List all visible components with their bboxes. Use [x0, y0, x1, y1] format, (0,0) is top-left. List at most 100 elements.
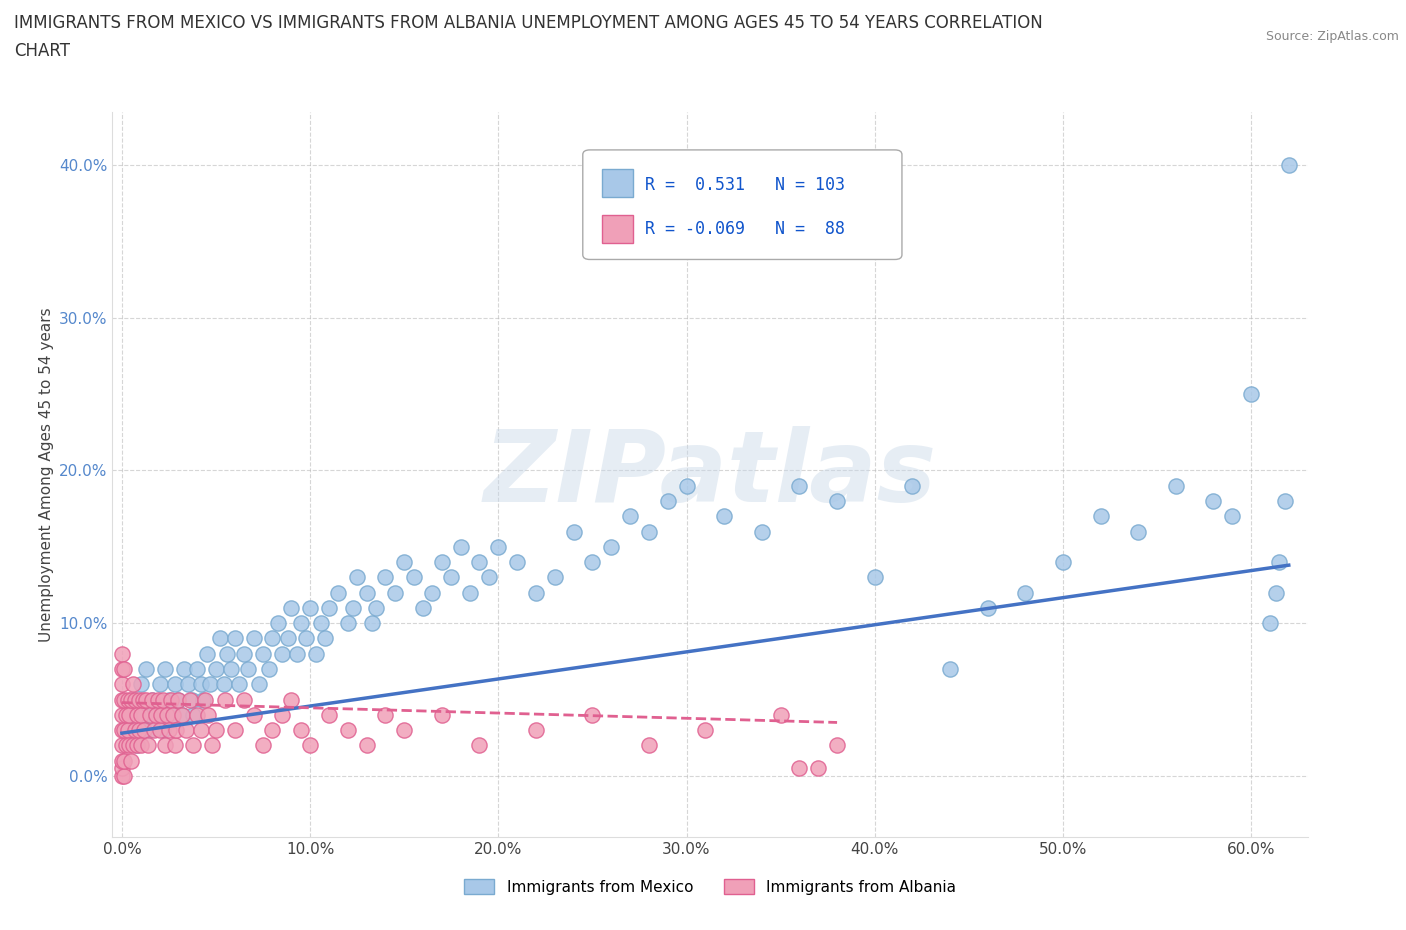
Text: R =  0.531   N = 103: R = 0.531 N = 103: [645, 176, 845, 193]
Point: [412, 601, 434, 616]
Point: [112, 661, 135, 676]
Point: [247, 677, 270, 692]
Point: [581, 554, 603, 569]
Point: [1220, 509, 1243, 524]
Point: [236, 661, 259, 676]
Point: [637, 737, 659, 752]
Point: [318, 601, 340, 616]
Point: [430, 708, 453, 723]
Point: [219, 661, 242, 676]
Point: [619, 509, 641, 524]
Point: [112, 692, 135, 707]
Point: [270, 646, 292, 661]
Point: [112, 723, 135, 737]
Point: [242, 708, 264, 723]
Point: [342, 601, 364, 616]
Point: [1274, 494, 1296, 509]
Point: [156, 708, 179, 723]
Point: [186, 661, 208, 676]
Point: [290, 616, 312, 631]
Text: ZIPatlas: ZIPatlas: [484, 426, 936, 523]
Point: [157, 723, 180, 737]
Point: [111, 646, 134, 661]
Point: [120, 692, 142, 707]
Text: IMMIGRANTS FROM MEXICO VS IMMIGRANTS FROM ALBANIA UNEMPLOYMENT AMONG AGES 45 TO : IMMIGRANTS FROM MEXICO VS IMMIGRANTS FRO…: [14, 14, 1043, 32]
Point: [374, 708, 396, 723]
Point: [581, 708, 603, 723]
Point: [124, 723, 146, 737]
Point: [111, 737, 134, 752]
Point: [134, 708, 156, 723]
Point: [135, 692, 157, 707]
Point: [524, 723, 547, 737]
Point: [129, 708, 152, 723]
Point: [197, 708, 219, 723]
Point: [120, 723, 142, 737]
Point: [1264, 585, 1286, 600]
Point: [174, 723, 197, 737]
Point: [544, 570, 567, 585]
Point: [111, 677, 134, 692]
Point: [336, 616, 359, 631]
Point: [214, 692, 236, 707]
Point: [111, 753, 134, 768]
Point: [190, 677, 212, 692]
Y-axis label: Unemployment Among Ages 45 to 54 years: Unemployment Among Ages 45 to 54 years: [38, 307, 53, 642]
Point: [167, 692, 190, 707]
Point: [468, 554, 491, 569]
Text: CHART: CHART: [14, 42, 70, 60]
Point: [142, 723, 165, 737]
Point: [177, 677, 200, 692]
Point: [600, 539, 623, 554]
Point: [1090, 509, 1112, 524]
Text: R = -0.069   N =  88: R = -0.069 N = 88: [645, 219, 845, 238]
Point: [901, 478, 924, 493]
Point: [384, 585, 406, 600]
Point: [361, 616, 384, 631]
Point: [657, 494, 679, 509]
Point: [172, 708, 194, 723]
Point: [1164, 478, 1187, 493]
Point: [124, 692, 146, 707]
Point: [111, 723, 134, 737]
Point: [112, 768, 135, 783]
Point: [128, 692, 150, 707]
Point: [295, 631, 318, 646]
Point: [1202, 494, 1225, 509]
Point: [134, 723, 156, 737]
Point: [825, 494, 848, 509]
Point: [242, 631, 264, 646]
Point: [422, 585, 444, 600]
Point: [807, 761, 830, 776]
Point: [190, 723, 212, 737]
Point: [122, 677, 145, 692]
Point: [194, 692, 217, 707]
Point: [233, 692, 256, 707]
Point: [314, 631, 336, 646]
Point: [135, 661, 157, 676]
Point: [111, 708, 134, 723]
Point: [440, 570, 463, 585]
Point: [111, 768, 134, 783]
Point: [153, 737, 176, 752]
Point: [114, 708, 136, 723]
Point: [486, 539, 509, 554]
Point: [346, 570, 368, 585]
Point: [186, 708, 208, 723]
Point: [205, 723, 228, 737]
Point: [118, 708, 141, 723]
Point: [233, 646, 256, 661]
Point: [167, 692, 190, 707]
Point: [356, 737, 378, 752]
Point: [120, 753, 142, 768]
Point: [139, 723, 162, 737]
Point: [364, 601, 387, 616]
Point: [124, 692, 146, 707]
Text: Source: ZipAtlas.com: Source: ZipAtlas.com: [1265, 30, 1399, 43]
Point: [146, 692, 169, 707]
Point: [153, 661, 176, 676]
Point: [262, 631, 284, 646]
Point: [562, 525, 585, 539]
Point: [172, 708, 194, 723]
Point: [257, 661, 280, 676]
